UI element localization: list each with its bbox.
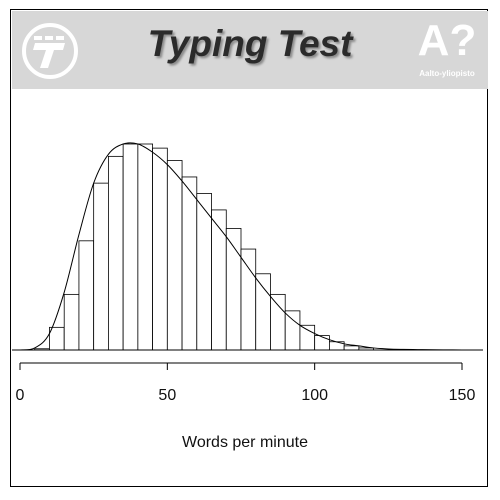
header-banner: Typing Test A? Aalto-yliopisto (12, 11, 488, 89)
aalto-logo: A? Aalto-yliopisto (412, 17, 482, 85)
x-tick-label: 0 (16, 387, 25, 404)
histogram-bar (314, 335, 330, 351)
figure-frame: Typing Test A? Aalto-yliopisto (10, 9, 488, 487)
histogram-bar (181, 176, 198, 351)
x-tick-label: 100 (301, 387, 328, 404)
aalto-logo-mark: A? (417, 16, 477, 65)
histogram-bar (211, 209, 227, 351)
histogram-bar (63, 293, 80, 351)
histogram-bar (137, 143, 154, 351)
x-axis-title: Words per minute (182, 434, 308, 451)
x-tick-label: 50 (158, 387, 176, 404)
histogram-bar (152, 147, 168, 351)
x-axis: 0 50 100 150 (16, 362, 476, 404)
typing-test-logo-icon (22, 23, 78, 79)
histogram-bars (34, 143, 375, 351)
histogram-bar (122, 143, 139, 351)
histogram-bar (299, 324, 316, 351)
aalto-logo-name: Aalto-yliopisto (419, 69, 475, 78)
histogram-bar (270, 293, 286, 351)
histogram-bar (78, 240, 95, 351)
density-curve (19, 142, 463, 351)
histogram-bar (255, 273, 271, 351)
histogram-bar (108, 155, 124, 351)
histogram-bar (240, 248, 257, 351)
page-title: Typing Test (147, 23, 353, 64)
histogram-bar (196, 193, 212, 351)
histogram-bar (343, 345, 360, 351)
histogram-bar (166, 160, 183, 351)
histogram-bar (284, 310, 301, 351)
x-tick-label: 150 (449, 387, 476, 404)
histogram-bar (93, 182, 109, 351)
histogram-bar (49, 326, 65, 351)
